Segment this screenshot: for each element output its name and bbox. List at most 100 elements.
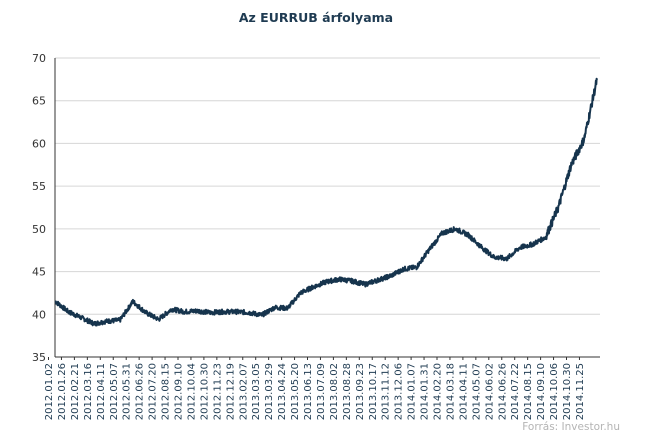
- x-tick-label: 2013.12.06: [394, 363, 405, 420]
- x-tick-label: 2012.01.26: [57, 363, 68, 420]
- x-tick-label: 2014.01.31: [420, 363, 431, 420]
- data-point: [493, 256, 495, 258]
- x-tick-label: 2012.09.10: [174, 363, 185, 420]
- data-point: [54, 300, 57, 303]
- data-point: [312, 286, 315, 288]
- x-tick-label: 2012.05.31: [122, 363, 133, 420]
- x-tick-label: 2014.02.20: [433, 363, 444, 420]
- data-point: [583, 138, 585, 140]
- data-point: [441, 232, 444, 234]
- data-point: [67, 310, 70, 313]
- x-tick-label: 2014.08.15: [523, 363, 534, 420]
- data-point: [428, 248, 431, 251]
- data-point: [596, 78, 598, 81]
- y-tick-label: 60: [32, 137, 46, 150]
- y-tick-label: 40: [32, 308, 46, 321]
- x-tick-label: 2013.03.05: [251, 363, 262, 420]
- data-point: [132, 300, 134, 303]
- data-point: [209, 311, 211, 314]
- data-point: [325, 281, 328, 283]
- x-tick-label: 2014.11.25: [575, 363, 586, 420]
- data-point: [273, 306, 276, 309]
- data-point: [402, 268, 405, 270]
- x-tick-label: 2013.08.28: [342, 363, 353, 420]
- chart-title: Az EURRUB árfolyama: [239, 10, 393, 25]
- x-tick-label: 2012.04.11: [96, 363, 107, 420]
- data-point: [183, 310, 186, 313]
- series-group: [54, 77, 598, 327]
- data-point: [389, 275, 392, 277]
- data-point: [145, 311, 147, 314]
- x-axis: 2012.01.02 2012.01.26 2012.02.21 2012.03.16…: [44, 356, 600, 420]
- x-tick-label: 2014.10.06: [549, 363, 560, 420]
- x-tick-label: 2014.05.07: [471, 363, 482, 420]
- data-point: [235, 310, 237, 313]
- data-point: [518, 246, 521, 249]
- x-tick-label: 2012.01.02: [44, 363, 55, 420]
- data-point: [364, 283, 366, 286]
- x-tick-label: 2012.11.23: [212, 363, 223, 420]
- x-tick-label: 2013.07.09: [316, 363, 327, 420]
- data-point: [570, 164, 572, 166]
- x-tick-label: 2014.04.11: [458, 363, 469, 420]
- data-point: [196, 310, 199, 312]
- x-tick-label: 2012.10.04: [186, 363, 197, 420]
- gridlines: [55, 57, 600, 315]
- data-point: [170, 308, 173, 311]
- x-tick-label: 2014.09.10: [536, 363, 547, 420]
- data-point: [544, 236, 547, 239]
- x-tick-label: 2014.10.30: [562, 363, 573, 420]
- data-point: [222, 310, 224, 313]
- x-tick-label: 2012.03.16: [83, 363, 94, 420]
- x-tick-label: 2014.06.02: [484, 363, 495, 420]
- y-tick-label: 65: [32, 95, 46, 108]
- data-point: [338, 278, 340, 281]
- x-tick-label: 2012.12.19: [225, 363, 236, 420]
- data-point: [157, 318, 160, 321]
- data-point: [106, 320, 108, 322]
- data-point: [80, 316, 83, 319]
- y-tick-label: 35: [32, 351, 46, 364]
- data-point: [557, 206, 560, 209]
- x-tick-label: 2013.09.23: [355, 363, 366, 420]
- data-point: [377, 279, 379, 281]
- data-point: [119, 319, 121, 322]
- source-label: Forrás: Investor.hu: [522, 421, 620, 433]
- data-point: [415, 266, 418, 269]
- x-tick-label: 2014.03.18: [445, 363, 456, 420]
- data-point: [248, 311, 250, 314]
- x-tick-label: 2013.03.29: [264, 363, 275, 420]
- data-point: [299, 292, 302, 294]
- data-point: [454, 228, 457, 230]
- x-tick-label: 2013.11.12: [381, 363, 392, 420]
- data-point: [351, 280, 353, 282]
- data-point: [531, 243, 534, 245]
- x-tick-label: 2013.06.13: [303, 363, 314, 420]
- data-point: [286, 307, 289, 310]
- x-tick-label: 2013.04.24: [277, 363, 288, 420]
- x-tick-label: 2013.05.20: [290, 363, 301, 420]
- y-tick-label: 55: [32, 180, 46, 193]
- data-point: [467, 234, 469, 236]
- data-point: [506, 258, 508, 260]
- x-tick-label: 2013.10.17: [368, 363, 379, 420]
- x-tick-label: 2014.01.07: [407, 363, 418, 420]
- y-axis: 35 40 45 50 55 60 65 70: [32, 52, 56, 364]
- x-tick-label: 2012.05.07: [109, 363, 120, 420]
- x-tick-label: 2012.06.26: [135, 363, 146, 420]
- x-tick-label: 2012.08.15: [161, 363, 172, 420]
- x-tick-label: 2014.06.26: [497, 363, 508, 420]
- y-tick-label: 70: [32, 52, 46, 65]
- data-point: [480, 246, 482, 248]
- series-line: [54, 77, 598, 327]
- data-point: [93, 322, 95, 325]
- x-tick-label: 2012.07.20: [148, 363, 159, 420]
- x-tick-label: 2013.02.07: [238, 363, 249, 420]
- x-tick-label: 2012.10.30: [199, 363, 210, 420]
- x-tick-label: 2013.08.02: [329, 363, 340, 420]
- y-tick-label: 45: [32, 266, 46, 279]
- x-tick-label: 2012.02.21: [70, 363, 81, 420]
- data-point: [261, 314, 263, 316]
- x-tick-label: 2014.07.22: [510, 363, 521, 420]
